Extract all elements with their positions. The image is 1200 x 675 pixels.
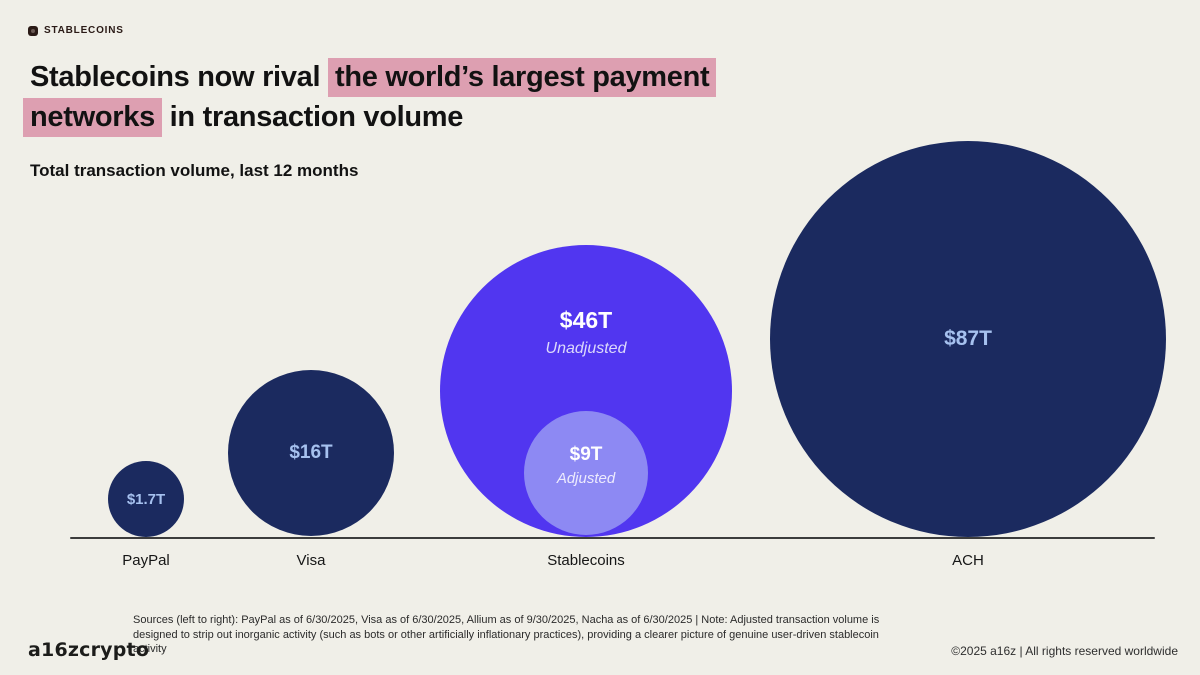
bubble-paypal-value: $1.7T [126,490,166,508]
bubble-visa-value: $16T [289,442,333,463]
bubble-stablecoins-adjusted: $9T Adjusted [524,411,648,535]
bubble-visa: $16T [228,370,394,536]
bubble-stablecoins-adjusted-sublabel: Adjusted [556,470,616,487]
bubble-stablecoins-unadjusted-value: $46T [559,307,613,333]
title-plain-1: Stablecoins now rival [30,61,328,93]
stablecoins-badge: STABLECOINS [28,25,124,36]
badge-label: STABLECOINS [44,25,124,36]
a16zcrypto-logo: a16zcrypto [28,639,150,661]
bubble-ach: $87T [770,141,1166,537]
stablecoin-logo-icon [28,25,38,36]
bubble-stablecoins-adjusted-value: $9T [569,444,603,465]
bubble-ach-value: $87T [944,327,992,350]
category-label-stablecoins: Stablecoins [547,552,625,569]
title-highlight-2: networks [23,98,162,137]
chart-baseline [70,537,1155,539]
bubble-paypal: $1.7T [108,461,184,537]
title-plain-2: in transaction volume [161,101,464,133]
chart-subtitle: Total transaction volume, last 12 months [30,161,359,180]
category-label-ach: ACH [952,552,984,569]
category-label-visa: Visa [296,552,326,569]
page-title: Stablecoins now rival the world’s larges… [23,57,717,137]
sources-note: Sources (left to right): PayPal as of 6/… [133,614,880,655]
copyright-text: ©2025 a16z | All rights reserved worldwi… [951,644,1178,658]
title-highlight-1: the world’s largest payment [328,58,717,97]
bubble-stablecoins-unadjusted-sublabel: Unadjusted [545,340,627,357]
category-label-paypal: PayPal [122,552,170,569]
